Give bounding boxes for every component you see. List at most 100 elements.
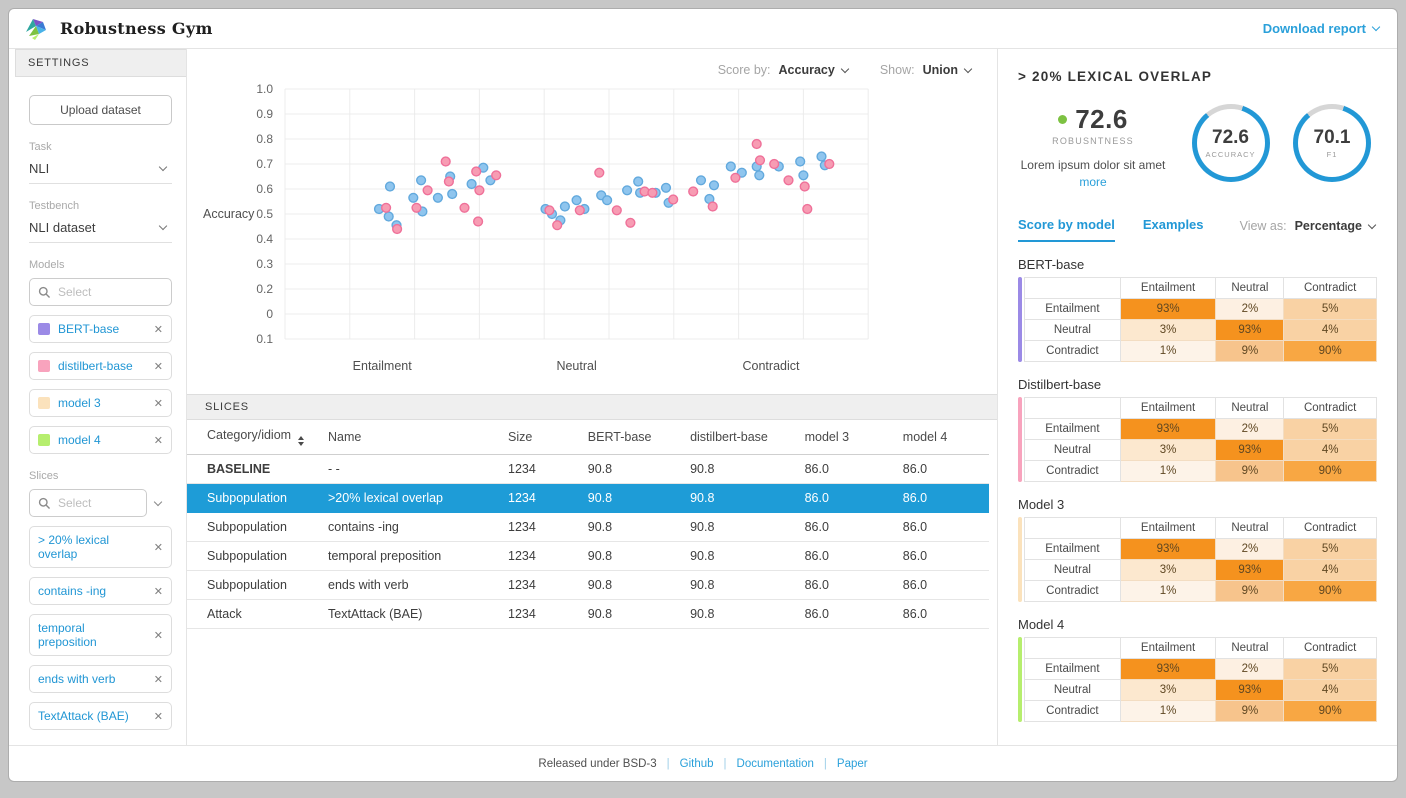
matrix-value-cell: 2% (1215, 417, 1285, 440)
matrix-value-cell: 2% (1215, 297, 1285, 320)
slices-table-head: Category/idiom Name Size BERT-base distilber… (187, 420, 989, 455)
confusion-matrix: Entailment Neutral Contradict Entailment 93%… (1018, 516, 1377, 602)
remove-icon[interactable]: ✕ (153, 323, 163, 336)
remove-icon[interactable]: ✕ (153, 673, 163, 686)
table-row[interactable]: BASELINE - -1234 90.8 90.8 86.0 86.0 (187, 454, 989, 484)
y-tick-label: 1.0 (256, 82, 273, 96)
remove-icon[interactable]: ✕ (153, 360, 163, 373)
detail-tabs: Score by model Examples View as: Percent… (1018, 217, 1377, 242)
models-search-input[interactable] (58, 285, 138, 299)
confusion-matrix: Entailment Neutral Contradict Entailment 93%… (1018, 396, 1377, 482)
scatter-point (447, 188, 458, 200)
download-report-button[interactable]: Download report (1263, 21, 1381, 36)
matrix-row-header: Contradict (1024, 339, 1121, 362)
scatter-point (602, 195, 613, 206)
remove-icon[interactable]: ✕ (153, 434, 163, 447)
cell-score: 90.8 (684, 454, 799, 484)
scatter-point (625, 217, 636, 228)
matrix-col-header: Contradict (1283, 396, 1377, 419)
table-row[interactable]: Attack TextAttack (BAE) 1234 90.8 90.8 86.0 86… (187, 599, 989, 629)
upload-dataset-button[interactable]: Upload dataset (29, 95, 172, 125)
confusion-matrix: Entailment Neutral Contradict Entailment 93%… (1018, 276, 1377, 362)
column-header: Name (322, 420, 503, 455)
scatter-point (688, 186, 699, 197)
testbench-label: Testbench (29, 200, 80, 212)
matrix-col-header: Entailment (1119, 396, 1217, 419)
app-footer: Released under BSD-3 | Github | Documentatio… (9, 745, 1397, 781)
matrix-row: Neutral 3% 93% 4% (1024, 318, 1377, 341)
view-as-select[interactable]: View as: Percentage (1240, 219, 1377, 239)
matrix-header-row: Entailment Neutral Contradict (1024, 276, 1377, 299)
cell-score: 90.8 (581, 599, 685, 629)
remove-icon[interactable]: ✕ (153, 585, 163, 598)
footer-link-documentation[interactable]: Documentation (736, 757, 814, 770)
cell-score: 86.0 (798, 483, 897, 513)
score-by-select[interactable]: Score by: Accuracy (718, 63, 850, 77)
remove-icon[interactable]: ✕ (153, 541, 163, 554)
slices-search-input[interactable] (58, 496, 118, 510)
cell-category: Subpopulation (187, 483, 322, 513)
slices-search-box[interactable] (29, 489, 147, 517)
models-search-box[interactable] (29, 278, 172, 306)
page-title: Robustness Gym (60, 19, 213, 38)
y-tick-label: 0.3 (256, 257, 273, 271)
scatter-point (751, 138, 762, 150)
remove-icon[interactable]: ✕ (153, 710, 163, 723)
more-link[interactable]: more (1079, 174, 1107, 189)
matrix-col-header: Entailment (1119, 636, 1217, 659)
table-row[interactable]: Subpopulation contains -ing 1234 90.8 90.8 86… (187, 512, 989, 542)
slice-chip: > 20% lexical overlap ✕ (29, 526, 172, 568)
chevron-down-icon (158, 162, 168, 172)
column-header[interactable]: Category/idiom (187, 420, 322, 455)
scatter-point (647, 187, 658, 198)
task-select[interactable]: NLI (29, 153, 172, 184)
footer-link-paper[interactable]: Paper (836, 757, 868, 770)
table-row[interactable]: Subpopulation ends with verb 1234 90.8 90.8 8… (187, 570, 989, 600)
slices-section-header: SLICES (187, 394, 997, 420)
model-chip: BERT-base ✕ (29, 315, 172, 343)
matrix-value-cell: 3% (1119, 558, 1217, 581)
scatter-point (544, 205, 555, 216)
remove-icon[interactable]: ✕ (153, 629, 163, 642)
models-search-row (29, 278, 172, 306)
table-row[interactable]: Subpopulation temporal preposition 1234 90.… (187, 541, 989, 571)
testbench-select[interactable]: NLI dataset (29, 212, 172, 243)
matrix-col-header: Contradict (1283, 636, 1377, 659)
cell-name: >20% lexical overlap (322, 483, 503, 513)
matrix-value-cell: 9% (1215, 339, 1285, 362)
column-header-label: model 4 (902, 430, 948, 444)
matrix-col-header: Contradict (1283, 276, 1377, 299)
slice-chip: temporal preposition ✕ (29, 614, 172, 656)
matrix-col-header: Neutral (1215, 636, 1285, 659)
scatter-point (754, 170, 765, 181)
show-select[interactable]: Show: Union (880, 63, 973, 77)
table-row[interactable]: Subpopulation >20% lexical overlap 1234 90.… (187, 483, 989, 513)
matrix-header-row: Entailment Neutral Contradict (1024, 396, 1377, 419)
cell-score: 86.0 (798, 512, 897, 542)
scatter-point (611, 205, 622, 216)
scatter-point (381, 202, 392, 213)
tab-examples[interactable]: Examples (1142, 216, 1204, 232)
cell-size: 1234 (502, 541, 582, 571)
cell-score: 90.8 (581, 570, 685, 600)
matrix-model-title: Model 4 (1018, 616, 1065, 632)
scatter-point (798, 170, 809, 181)
footer-link-github[interactable]: Github (679, 757, 714, 770)
scatter-point (660, 182, 672, 193)
slice-detail-title: > 20% LEXICAL OVERLAP (1018, 69, 1213, 84)
matrix-model-title: Model 3 (1018, 496, 1065, 512)
matrix-corner-cell (1024, 276, 1121, 299)
robustness-label: ROBUSNTNESS (1052, 136, 1134, 146)
model-chip: distilbert-base ✕ (29, 352, 172, 380)
cell-score: 90.8 (581, 541, 685, 571)
accuracy-gauge: 72.6 ACCURACY (1191, 104, 1270, 182)
tab-score-by-model[interactable]: Score by model (1018, 217, 1115, 242)
remove-icon[interactable]: ✕ (153, 397, 163, 410)
scatter-point (802, 203, 813, 215)
scatter-point (736, 167, 747, 178)
matrix-value-cell: 5% (1283, 537, 1377, 560)
matrix-col-header: Entailment (1119, 516, 1217, 539)
score-summary: 72.6 ROBUSNTNESS Lorem ipsum dolor sit a… (1018, 102, 1377, 191)
chevron-down-icon[interactable] (153, 497, 163, 506)
cell-category: Subpopulation (187, 541, 322, 571)
